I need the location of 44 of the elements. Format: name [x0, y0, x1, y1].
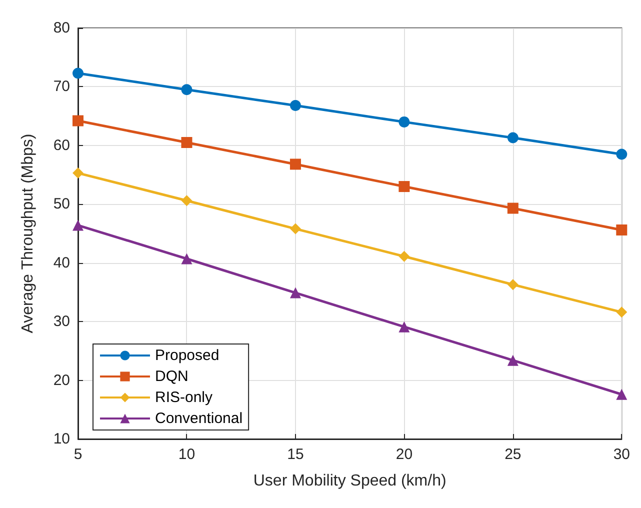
point — [290, 287, 301, 298]
point — [72, 115, 84, 126]
point — [181, 136, 192, 148]
point — [72, 68, 84, 79]
point — [507, 354, 518, 366]
y-tick-label: 10 — [53, 430, 70, 448]
legend-label: Proposed — [155, 347, 220, 364]
x-tick-label: 20 — [396, 446, 413, 463]
point — [72, 168, 84, 179]
x-tick-label: 10 — [178, 446, 196, 463]
point — [398, 321, 410, 332]
y-tick-label: 70 — [53, 78, 70, 96]
point — [290, 100, 301, 111]
point — [616, 306, 628, 318]
point — [181, 253, 192, 264]
y-tick-label: 50 — [53, 196, 70, 213]
x-tick-label: 30 — [613, 446, 630, 463]
y-tick-label: 60 — [53, 136, 70, 154]
point — [290, 158, 301, 170]
point — [72, 220, 84, 231]
point — [290, 223, 301, 234]
y-tick-label: 20 — [53, 372, 70, 389]
point — [398, 116, 410, 128]
point — [507, 202, 518, 214]
point — [507, 132, 518, 144]
point — [181, 84, 192, 96]
point — [507, 279, 518, 290]
point — [398, 250, 410, 262]
y-axis-title: Average Throughput (Mbps) — [20, 134, 36, 334]
x-tick-label: 15 — [287, 446, 304, 463]
x-tick-label: 5 — [74, 446, 82, 463]
x-tick-label: 25 — [504, 446, 522, 463]
legend-label: Conventional — [155, 410, 243, 427]
y-tick-label: 30 — [53, 313, 70, 330]
point — [616, 224, 628, 236]
point — [616, 148, 628, 160]
y-tick-label: 80 — [53, 20, 70, 36]
point — [398, 181, 410, 192]
y-tick-label: 40 — [53, 254, 70, 272]
point — [181, 195, 192, 206]
point — [616, 388, 628, 400]
x-axis-title: User Mobility Speed (km/h) — [253, 472, 446, 490]
legend-label: RIS-only — [155, 389, 214, 406]
legend-label: DQN — [155, 368, 188, 385]
